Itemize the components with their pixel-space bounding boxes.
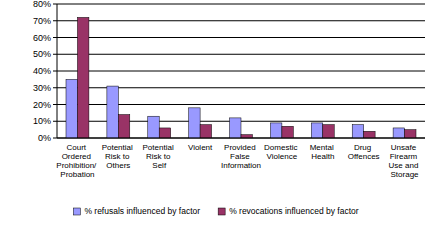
grid-line	[57, 4, 425, 5]
tick-label: 0%	[38, 133, 51, 143]
tick-mark	[53, 54, 57, 55]
category-label: Mental Health	[310, 143, 336, 161]
category-label-line: Drug	[354, 143, 374, 152]
category-label-line: Ordered	[62, 152, 94, 161]
grid-line	[57, 37, 425, 38]
bar	[118, 115, 129, 138]
legend-swatch	[218, 208, 225, 215]
grid-line	[57, 54, 425, 55]
bar	[200, 125, 211, 138]
tick-label: 80%	[33, 0, 51, 9]
bar	[230, 118, 241, 138]
bar	[364, 131, 375, 138]
category-label-line: Potential	[102, 143, 135, 152]
bar	[352, 125, 363, 138]
category-label-line: Domestic	[264, 143, 300, 152]
category-label-line: Storage	[391, 170, 420, 179]
chart: 0% 10% 20% 30% 40% 50% 60% 70% 80% Court Ordered …	[0, 0, 432, 237]
category-label: Drug Offences	[348, 143, 380, 161]
legend-label: % refusals influenced by factor	[84, 206, 200, 216]
legend-item: % revocations influenced by factor	[218, 206, 359, 216]
tick-mark	[53, 138, 57, 139]
category-label-line: Self	[152, 161, 167, 170]
tick-mark	[53, 20, 57, 21]
grid-line	[57, 20, 425, 21]
category-label-line: Risk to	[105, 152, 132, 161]
category-label-line: Others	[106, 161, 130, 170]
bar	[282, 126, 293, 138]
category-label: Court Ordered Prohibition/ Probation	[56, 143, 98, 179]
legend-label: % revocations influenced by factor	[229, 206, 359, 216]
bar	[241, 135, 252, 138]
tick-mark	[53, 71, 57, 72]
category-label-line: Court	[67, 143, 89, 152]
category-label-line: Prohibition/	[56, 161, 98, 170]
category-label-line: Provided	[224, 143, 258, 152]
tick-mark	[53, 104, 57, 105]
legend-swatch	[73, 208, 80, 215]
category-label-line: Potential	[143, 143, 176, 152]
category-label-line: Offences	[348, 152, 380, 161]
category-label: Potential Risk to Others	[102, 143, 135, 170]
tick-label: 60%	[33, 33, 51, 43]
bar	[77, 17, 88, 138]
tick-mark	[53, 37, 57, 38]
category-label-line: Firearm	[390, 152, 420, 161]
bar	[270, 123, 281, 138]
category-label: Violent	[188, 143, 213, 152]
category-label: Provided False Information	[221, 143, 261, 170]
bar	[393, 128, 404, 138]
category-label-line: Information	[221, 161, 261, 170]
bar	[107, 86, 118, 138]
category-label-line: Mental	[310, 143, 336, 152]
tick-mark	[53, 4, 57, 5]
category-label-line: Unsafe	[391, 143, 419, 152]
x-axis	[57, 138, 425, 139]
category-label-line: False	[230, 152, 252, 161]
tick-label: 40%	[33, 66, 51, 76]
category-label-line: Risk to	[146, 152, 173, 161]
bar	[66, 79, 77, 138]
bar	[323, 125, 334, 138]
category-label-line: Health	[311, 152, 334, 161]
category-label-line: Use and	[389, 161, 421, 170]
tick-mark	[53, 87, 57, 88]
tick-label: 30%	[33, 83, 51, 93]
tick-label: 70%	[33, 16, 51, 26]
grid-line	[57, 71, 425, 72]
y-axis	[57, 4, 58, 138]
tick-label: 20%	[33, 100, 51, 110]
bar	[189, 108, 200, 138]
category-label-line: Violence	[267, 152, 298, 161]
grid-line	[57, 138, 425, 139]
category-label: Unsafe Firearm Use and Storage	[389, 143, 421, 179]
bar	[159, 128, 170, 138]
bar	[405, 130, 416, 138]
tick-label: 50%	[33, 49, 51, 59]
legend-item: % refusals influenced by factor	[73, 206, 200, 216]
category-label: Domestic Violence	[264, 143, 300, 161]
tick-label: 10%	[33, 116, 51, 126]
bars	[66, 17, 416, 138]
tick-mark	[53, 121, 57, 122]
category-label: Potential Risk to Self	[143, 143, 176, 170]
bar	[148, 116, 159, 138]
bar	[311, 123, 322, 138]
category-label-line: Probation	[60, 170, 94, 179]
category-label-line: Violent	[188, 143, 213, 152]
